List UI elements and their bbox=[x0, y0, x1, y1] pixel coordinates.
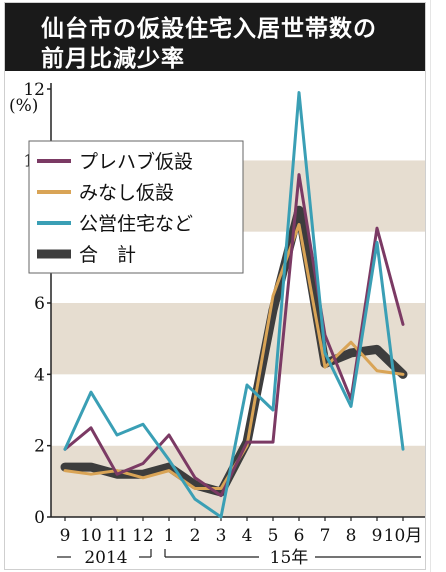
x-tick-label: 1 bbox=[164, 526, 175, 546]
y-tick-label: 2 bbox=[34, 437, 45, 457]
title-band: 仙台市の仮設住宅入居世帯数の 前月比減少率 bbox=[5, 3, 425, 72]
x-tick-label: 10月 bbox=[384, 526, 423, 546]
y-tick-label: 0 bbox=[34, 508, 45, 528]
x-tick-label: 3 bbox=[216, 526, 227, 546]
y-tick-label: 6 bbox=[34, 294, 45, 314]
x-tick-label: 10 bbox=[80, 526, 102, 546]
series-line-1 bbox=[63, 173, 405, 498]
x-tick-label: 9 bbox=[372, 526, 383, 546]
chart-frame: 仙台市の仮設住宅入居世帯数の 前月比減少率 024681012(%)910111… bbox=[4, 2, 426, 570]
x-tick-label: 8 bbox=[346, 526, 357, 546]
legend-label: 合 計 bbox=[79, 244, 136, 266]
period-label-15: 15年 bbox=[270, 548, 309, 568]
x-tick-label: 4 bbox=[242, 526, 253, 546]
legend-label: みなし仮設 bbox=[79, 182, 174, 204]
x-tick-label: 11 bbox=[106, 526, 128, 546]
series-line-3 bbox=[63, 91, 405, 519]
y-unit-label: (%) bbox=[9, 96, 38, 116]
x-tick-label: 12 bbox=[132, 526, 154, 546]
x-tick-label: 5 bbox=[268, 526, 279, 546]
legend-label: 公営住宅など bbox=[79, 213, 193, 235]
x-tick-label: 2 bbox=[190, 526, 201, 546]
x-tick-label: 6 bbox=[294, 526, 305, 546]
chart-title-line1: 仙台市の仮設住宅入居世帯数の bbox=[41, 16, 377, 42]
y-tick-label: 12 bbox=[23, 80, 45, 100]
y-tick-label: 4 bbox=[34, 365, 45, 385]
x-tick-label: 9 bbox=[60, 526, 71, 546]
chart-title-line2: 前月比減少率 bbox=[41, 46, 185, 72]
page-edge bbox=[430, 0, 446, 572]
x-tick-label: 7 bbox=[320, 526, 331, 546]
line-chart: 024681012(%)910111212345678910月201415年プレ… bbox=[9, 80, 425, 568]
legend-label: プレハブ仮設 bbox=[79, 150, 193, 173]
period-label-2014: 2014 bbox=[84, 548, 127, 568]
